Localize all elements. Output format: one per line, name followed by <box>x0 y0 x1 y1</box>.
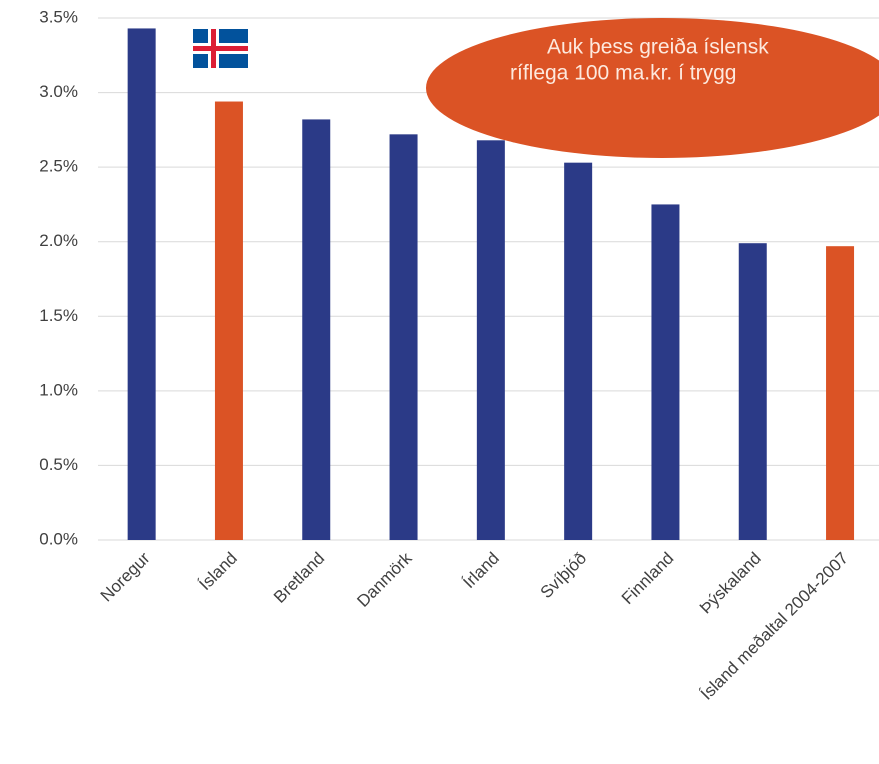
bar <box>564 162 593 540</box>
x-tick-label: Noregur <box>97 548 154 605</box>
y-tick-label: 3.5% <box>39 7 78 26</box>
bar <box>826 246 855 540</box>
x-tick-label: Írland <box>459 549 503 593</box>
x-tick-label: Finnland <box>618 549 678 609</box>
x-tick-label: Bretland <box>270 549 328 607</box>
bar <box>651 204 680 540</box>
y-tick-label: 3.0% <box>39 82 78 101</box>
bar <box>476 140 505 540</box>
bar <box>389 134 418 540</box>
x-tick-label: Svíþjóð <box>537 549 591 603</box>
y-tick-label: 1.5% <box>39 306 78 325</box>
flag-cross-red <box>193 46 248 51</box>
bar <box>738 243 767 540</box>
x-tick-label: Ísland meðaltal 2004-2007 <box>697 549 852 704</box>
x-tick-label: Þýskaland <box>696 549 765 618</box>
bars <box>127 28 855 541</box>
y-tick-label: 2.5% <box>39 157 78 176</box>
bar <box>214 101 243 541</box>
annotation-line: ríflega 100 ma.kr. í trygg <box>510 62 736 85</box>
annotation-line: Auk þess greiða íslensk <box>547 36 769 59</box>
iceland-flag <box>193 29 248 68</box>
annotation-bubble <box>426 18 879 158</box>
y-tick-label: 0.0% <box>39 529 78 548</box>
y-tick-label: 0.5% <box>39 455 78 474</box>
y-tick-label: 2.0% <box>39 231 78 250</box>
bar <box>302 119 331 540</box>
bar <box>127 28 156 540</box>
x-tick-label: Ísland <box>195 549 241 595</box>
x-tick-label: Danmörk <box>353 548 416 611</box>
y-tick-label: 1.0% <box>39 380 78 399</box>
